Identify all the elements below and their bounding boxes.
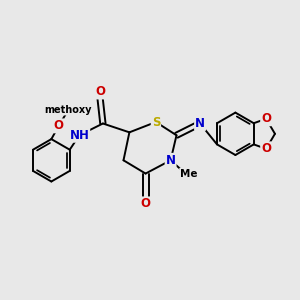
Text: S: S bbox=[152, 116, 160, 128]
Text: methoxy: methoxy bbox=[44, 105, 91, 115]
Text: NH: NH bbox=[69, 129, 89, 142]
Text: N: N bbox=[195, 117, 205, 130]
Text: O: O bbox=[95, 85, 105, 98]
Text: O: O bbox=[141, 197, 151, 210]
Text: O: O bbox=[261, 142, 271, 155]
Text: O: O bbox=[54, 119, 64, 132]
Text: N: N bbox=[166, 154, 176, 167]
Text: O: O bbox=[261, 112, 271, 125]
Text: Me: Me bbox=[180, 169, 198, 178]
